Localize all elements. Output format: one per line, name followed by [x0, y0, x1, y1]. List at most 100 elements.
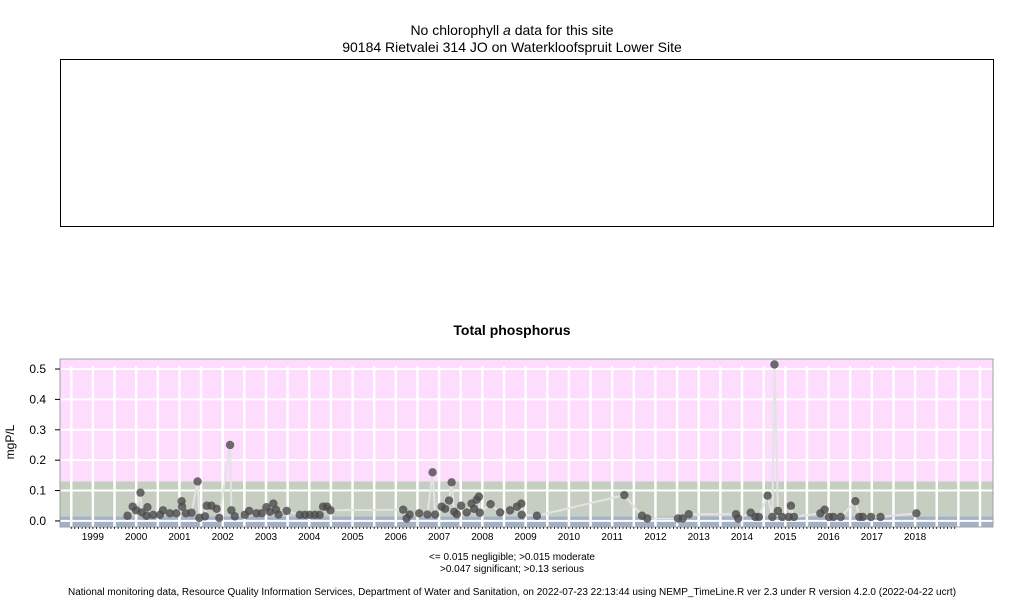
- data-point: [763, 491, 772, 500]
- chart-title: Total phosphorus: [453, 322, 571, 338]
- x-tick-label: 2001: [168, 532, 191, 543]
- x-tick-label: 2017: [861, 532, 884, 543]
- data-point: [447, 478, 456, 487]
- data-point: [143, 503, 152, 512]
- empty-chlorophyll-panel: [60, 59, 994, 227]
- data-point: [851, 496, 860, 506]
- data-point: [398, 505, 408, 514]
- data-point: [444, 496, 454, 505]
- data-point: [123, 511, 132, 520]
- data-point: [165, 509, 175, 518]
- data-point: [789, 512, 799, 522]
- footer-credit: National monitoring data, Resource Quali…: [67, 587, 957, 598]
- data-point: [770, 360, 779, 369]
- data-point: [452, 510, 462, 519]
- data-point: [474, 492, 484, 501]
- data-point: [414, 509, 424, 518]
- data-point: [244, 506, 254, 516]
- x-tick-label: 2007: [428, 532, 451, 543]
- x-tick-label: 2014: [731, 532, 754, 543]
- data-point: [257, 509, 266, 518]
- y-tick-label: 0.0: [29, 514, 46, 528]
- y-tick-label: 0.1: [29, 484, 46, 498]
- data-point: [475, 508, 484, 517]
- data-point: [678, 514, 687, 523]
- data-point: [423, 510, 432, 519]
- data-point: [754, 512, 764, 522]
- x-tick-label: 2009: [515, 532, 538, 543]
- y-tick-label: 0.5: [29, 362, 46, 376]
- data-point: [532, 511, 542, 520]
- data-point: [430, 510, 440, 519]
- legend-line-1: <= 0.015 negligible; >0.015 moderate: [429, 552, 595, 563]
- title-suffix: data for this site: [510, 22, 614, 38]
- data-point: [187, 508, 196, 517]
- data-point: [876, 512, 885, 522]
- data-point: [517, 510, 526, 520]
- x-tick-label: 2013: [688, 532, 711, 543]
- x-tick-label: 2011: [601, 532, 623, 543]
- title-prefix: No chlorophyll: [410, 22, 504, 38]
- x-tick-label: 2015: [774, 532, 797, 543]
- data-point: [643, 514, 652, 523]
- data-point: [405, 510, 414, 519]
- data-point: [912, 509, 921, 518]
- x-tick-label: 2002: [212, 532, 235, 543]
- data-point: [820, 505, 829, 514]
- data-point: [274, 510, 283, 519]
- x-tick-label: 2004: [298, 532, 321, 543]
- data-point: [684, 510, 693, 519]
- data-point: [315, 510, 324, 520]
- data-point: [786, 501, 796, 510]
- x-tick-label: 2010: [558, 532, 581, 543]
- x-tick-label: 2008: [471, 532, 494, 543]
- x-tick-label: 1999: [82, 532, 105, 543]
- y-axis-label: mgP/L: [3, 424, 17, 459]
- data-point: [158, 506, 168, 515]
- data-point: [177, 502, 187, 511]
- y-tick-label: 0.2: [29, 453, 46, 467]
- data-point: [866, 512, 876, 522]
- data-point: [215, 513, 224, 523]
- data-point: [858, 512, 867, 522]
- x-tick-label: 2003: [255, 532, 278, 543]
- data-point: [456, 501, 466, 510]
- x-tick-label: 2018: [904, 532, 927, 543]
- data-point: [486, 500, 495, 509]
- data-point: [768, 512, 777, 522]
- data-point: [505, 506, 515, 515]
- y-tick-label: 0.4: [29, 392, 46, 406]
- data-point: [620, 490, 629, 500]
- data-point: [172, 509, 181, 518]
- data-point: [428, 468, 437, 477]
- data-point: [440, 504, 450, 513]
- data-point: [142, 511, 151, 520]
- data-point: [212, 504, 221, 513]
- plot-frame: [59, 358, 994, 528]
- x-tick-label: 2005: [341, 532, 364, 543]
- data-point: [282, 506, 291, 516]
- data-point: [836, 512, 845, 522]
- x-tick-label: 2000: [125, 532, 148, 543]
- data-point: [148, 510, 158, 520]
- chlorophyll-title: No chlorophyll a data for this site: [0, 22, 1024, 38]
- data-point: [495, 508, 505, 517]
- data-point: [227, 506, 236, 515]
- y-tick-label: 0.3: [29, 423, 46, 437]
- data-point: [778, 512, 787, 522]
- site-title: 90184 Rietvalei 314 JO on Waterkloofspru…: [342, 39, 682, 55]
- data-point: [136, 488, 145, 497]
- data-point: [200, 512, 210, 521]
- legend-line-2: >0.047 significant; >0.13 serious: [440, 564, 584, 575]
- data-point: [733, 514, 743, 523]
- data-point: [829, 512, 838, 522]
- data-point: [517, 499, 526, 508]
- data-point: [462, 508, 471, 517]
- x-tick-label: 2006: [385, 532, 408, 543]
- data-point: [230, 512, 240, 521]
- data-point: [773, 506, 783, 516]
- data-point: [326, 506, 335, 515]
- data-point: [193, 477, 202, 486]
- data-point: [225, 440, 235, 450]
